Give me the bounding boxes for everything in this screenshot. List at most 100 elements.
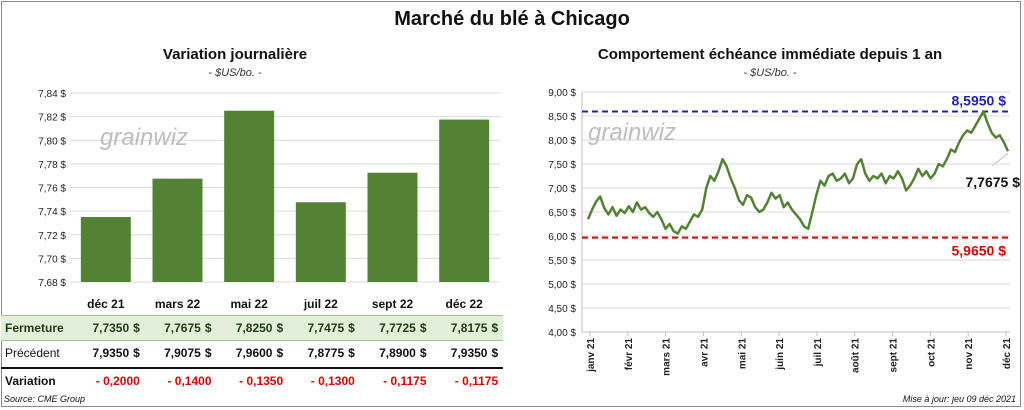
bar bbox=[152, 178, 203, 282]
y-tick-label: 7,82 $ bbox=[38, 113, 66, 124]
y-tick-label: 7,00 $ bbox=[548, 184, 576, 195]
x-tick-label: nov 21 bbox=[964, 338, 975, 370]
cell-unit: $ bbox=[276, 321, 284, 335]
y-tick-label: 7,76 $ bbox=[38, 184, 66, 195]
x-tick-label: mars 21 bbox=[662, 338, 673, 376]
cell-value: - 0,2000 bbox=[95, 374, 140, 388]
cell-value: 7,7475 bbox=[307, 321, 345, 335]
x-tick-label: déc 21 bbox=[87, 297, 125, 311]
cell-value: 7,8775 bbox=[307, 346, 345, 360]
x-tick-label: juil 21 bbox=[813, 338, 824, 368]
cell-value: 7,9075 bbox=[164, 346, 201, 360]
cell-unit: $ bbox=[491, 321, 499, 335]
x-tick-label: sept 22 bbox=[372, 297, 414, 311]
table-cell: 7,9350 $ bbox=[430, 341, 498, 365]
y-tick-label: 7,70 $ bbox=[38, 254, 66, 265]
high-label: 8,5950 $ bbox=[952, 92, 1007, 108]
x-tick-label: févr 21 bbox=[624, 338, 635, 371]
low-label: 5,9650 $ bbox=[952, 243, 1007, 259]
cell-value: 7,9350 bbox=[92, 346, 130, 360]
left-bar-chart: 7,68 $ 7,70 $ 7,72 $ 7,74 $ 7,76 $ 7,78 $ 7,80… bbox=[38, 89, 500, 311]
x-tick-label: déc 22 bbox=[445, 297, 483, 311]
grainwiz-watermark: grainwiz bbox=[100, 124, 188, 151]
table-cell: 7,9075 $ bbox=[144, 341, 212, 365]
cell-value: 7,9600 bbox=[235, 346, 273, 360]
left-chart-unit: - $US/bo. - bbox=[208, 67, 262, 79]
cell-unit: $ bbox=[348, 321, 355, 335]
y-tick-label: 8,50 $ bbox=[548, 112, 576, 123]
cell-value: - 0,1400 bbox=[167, 374, 212, 388]
x-tick-label: avr 21 bbox=[699, 338, 710, 367]
bar bbox=[80, 217, 131, 282]
x-tick-label: déc 21 bbox=[1002, 338, 1013, 370]
bar bbox=[295, 202, 346, 282]
table-cell: - 0,1175 bbox=[359, 369, 426, 393]
x-tick-label: mai 21 bbox=[737, 338, 748, 370]
x-tick-label: janv 21 bbox=[586, 338, 597, 373]
cell-value: 7,7675 bbox=[164, 321, 201, 335]
table-row-fermeture: Fermeture 7,7350 $7,7675 $7,8250 $7,7475 $7,… bbox=[1, 315, 503, 341]
y-tick-label: 5,50 $ bbox=[548, 256, 576, 267]
y-tick-label: 6,50 $ bbox=[548, 208, 576, 219]
table-cell: - 0,1350 bbox=[215, 369, 283, 393]
cell-unit: $ bbox=[204, 321, 212, 335]
right-chart-title: Comportement échéance immédiate depuis 1… bbox=[597, 46, 943, 63]
table-cell: - 0,2000 bbox=[72, 369, 140, 393]
table-cell: 7,8250 $ bbox=[215, 316, 283, 340]
last-value-label: 7,7675 $ bbox=[966, 174, 1021, 190]
cell-value: - 0,1300 bbox=[310, 374, 355, 388]
x-tick-label: oct 21 bbox=[926, 338, 937, 367]
x-tick-label: juin 21 bbox=[775, 338, 786, 371]
y-tick-label: 7,84 $ bbox=[38, 89, 66, 100]
cell-value: 7,8175 bbox=[450, 321, 488, 335]
cell-unit: $ bbox=[419, 346, 427, 360]
y-tick-label: 6,00 $ bbox=[548, 232, 576, 243]
table-cell: - 0,1175 bbox=[430, 369, 498, 393]
table-cell: 7,9350 $ bbox=[72, 341, 140, 365]
y-tick-label: 9,00 $ bbox=[548, 88, 576, 99]
cell-unit: $ bbox=[133, 321, 140, 335]
cell-value: - 0,1175 bbox=[454, 374, 499, 388]
bar bbox=[439, 119, 490, 282]
table-cell: 7,8900 $ bbox=[359, 341, 427, 365]
cell-value: 7,7725 bbox=[379, 321, 416, 335]
source-note: Source: CME Group bbox=[4, 394, 86, 404]
cell-value: - 0,1350 bbox=[239, 374, 284, 388]
bar bbox=[367, 172, 418, 282]
right-line-chart: 4,00 $ 4,50 $ 5,00 $ 5,50 $ 6,00 $ 6,50 $ 7,00… bbox=[548, 88, 1021, 376]
cell-value: 7,8900 bbox=[379, 346, 416, 360]
table-row-precedent: Précédent 7,9350 $7,9075 $7,9600 $7,8775 $7,… bbox=[1, 341, 503, 365]
cell-value: 7,8250 bbox=[235, 321, 273, 335]
y-tick-label: 7,78 $ bbox=[38, 160, 66, 171]
y-tick-label: 7,50 $ bbox=[548, 160, 576, 171]
table-cell: 7,7350 $ bbox=[72, 316, 140, 340]
y-tick-label: 7,74 $ bbox=[38, 207, 66, 218]
cell-unit: $ bbox=[133, 346, 140, 360]
y-tick-label: 4,50 $ bbox=[548, 304, 576, 315]
y-tick-label: 5,00 $ bbox=[548, 280, 576, 291]
table-cell: 7,8175 $ bbox=[430, 316, 498, 340]
table-cell: 7,8775 $ bbox=[287, 341, 355, 365]
y-tick-label: 7,72 $ bbox=[38, 231, 66, 242]
left-chart-title: Variation journalière bbox=[162, 46, 308, 63]
x-tick-label: août 21 bbox=[851, 338, 862, 373]
right-chart-unit: - $US/bo. - bbox=[743, 67, 797, 79]
cell-unit: $ bbox=[491, 346, 499, 360]
x-tick-label: sept 21 bbox=[889, 338, 900, 373]
update-note: Mise à jour: jeu 09 déc 2021 bbox=[902, 394, 1016, 404]
price-line bbox=[586, 110, 1010, 235]
row-label: Fermeture bbox=[5, 321, 64, 335]
x-tick-label: mai 22 bbox=[230, 297, 268, 311]
y-tick-label: 4,00 $ bbox=[548, 328, 576, 339]
cell-unit: $ bbox=[204, 346, 212, 360]
table-row-variation: Variation - 0,2000 - 0,1400 - 0,1350 - 0,13… bbox=[1, 367, 503, 393]
cell-value: 7,7350 bbox=[92, 321, 130, 335]
table-cell: - 0,1400 bbox=[144, 369, 212, 393]
cell-unit: $ bbox=[348, 346, 355, 360]
cell-value: 7,9350 bbox=[450, 346, 488, 360]
y-tick-label: 7,80 $ bbox=[38, 136, 66, 147]
main-title: Marché du blé à Chicago bbox=[394, 8, 630, 30]
table-cell: 7,9600 $ bbox=[215, 341, 283, 365]
bar bbox=[224, 110, 275, 282]
